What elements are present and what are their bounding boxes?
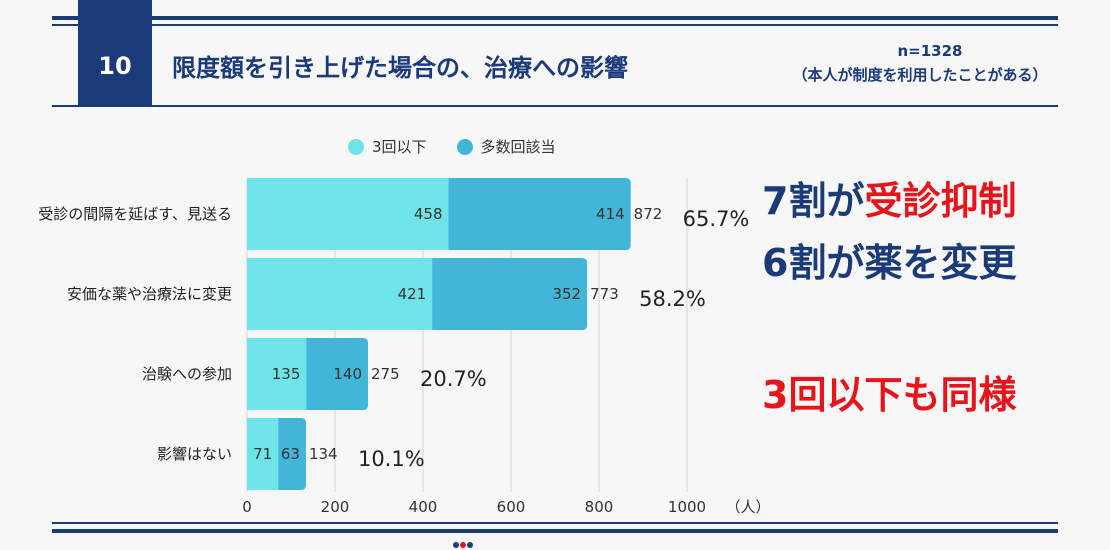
total-label-2: 275 (371, 365, 400, 383)
legend-label-tasukai: 多数回該当 (480, 138, 556, 156)
x-axis-unit: （人） (725, 498, 770, 516)
callout-line1-prefix: 7割が (762, 179, 865, 223)
legend-item-tasukai: 多数回該当 (456, 136, 556, 157)
sample-size: n=1328 (897, 42, 963, 60)
callout-line2: 6割が薬を変更 (762, 241, 1017, 285)
x-tick-label-600: 600 (497, 498, 526, 516)
value-label-3kai-1: 421 (398, 285, 427, 303)
percent-label-3: 10.1% (358, 447, 425, 471)
chart-legend: 3回以下 多数回該当 (348, 136, 586, 157)
footer-rule-thin (52, 522, 1058, 524)
value-label-tasukai-3: 63 (281, 445, 300, 463)
bar-3kai-2 (247, 338, 307, 410)
x-tick-label-1000: 1000 (668, 498, 706, 516)
x-tick-label-200: 200 (321, 498, 350, 516)
total-label-1: 773 (590, 285, 619, 303)
top-rule-thick (52, 16, 1058, 20)
sample-note: （本人が制度を利用したことがある） (792, 66, 1048, 84)
category-label-1: 安価な薬や治療法に変更 (67, 285, 232, 303)
value-label-tasukai-1: 352 (552, 285, 581, 303)
total-label-0: 872 (634, 205, 663, 223)
bar-3kai-1 (247, 258, 433, 330)
callout-line1-highlight: 受診抑制 (864, 179, 1017, 223)
category-label-3: 影響はない (157, 445, 232, 463)
legend-swatch-tasukai (456, 138, 473, 155)
header-bottom-rule (52, 105, 1058, 107)
value-label-3kai-2: 135 (272, 365, 301, 383)
section-number: 10 (78, 0, 152, 106)
top-rule-thin (52, 24, 1058, 26)
footer-rule-thick (52, 529, 1058, 533)
percent-label-2: 20.7% (420, 367, 487, 391)
callout-line1: 7割が受診抑制 (762, 170, 1016, 225)
category-label-0: 受診の間隔を延ばす、見送る (38, 205, 232, 223)
bar-3kai-0 (247, 178, 449, 250)
value-label-3kai-3: 71 (253, 445, 272, 463)
bar-3kai-3 (247, 418, 279, 490)
callout-line3: 3回以下も同様 (762, 373, 1017, 417)
percent-label-0: 65.7% (683, 207, 750, 231)
value-label-tasukai-2: 140 (333, 365, 362, 383)
x-tick-label-400: 400 (409, 498, 438, 516)
logo-icon (453, 542, 473, 548)
category-label-2: 治験への参加 (142, 365, 232, 383)
x-tick-label-800: 800 (585, 498, 614, 516)
legend-label-3kai: 3回以下 (372, 138, 427, 156)
page-title: 限度額を引き上げた場合の、治療への影響 (172, 54, 628, 82)
percent-label-1: 58.2% (639, 287, 706, 311)
legend-swatch-3kai (348, 138, 364, 155)
x-tick-label-0: 0 (242, 498, 252, 516)
total-label-3: 134 (309, 445, 338, 463)
legend-item-3kai: 3回以下 (348, 136, 427, 157)
value-label-tasukai-0: 414 (596, 205, 625, 223)
value-label-3kai-0: 458 (414, 205, 443, 223)
